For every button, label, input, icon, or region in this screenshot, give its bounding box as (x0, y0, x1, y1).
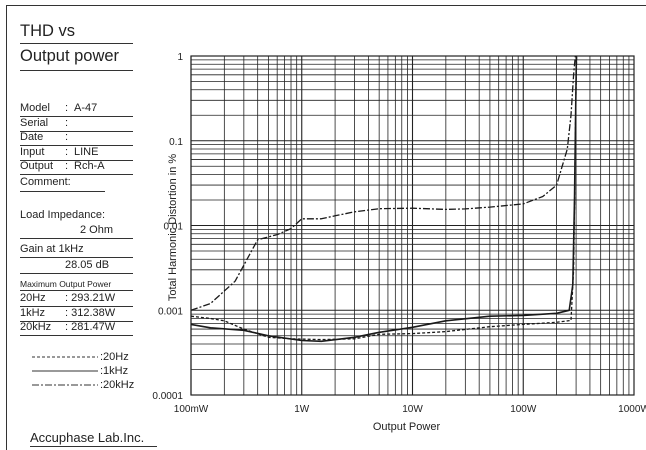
title-underline-2 (20, 70, 133, 71)
field-value: A-47 (74, 102, 98, 114)
field-label: Input (20, 145, 45, 158)
field-label: Date (20, 131, 44, 143)
load-impedance-value: 2 Ohm (80, 224, 114, 236)
max-power-freq: 20Hz (20, 292, 46, 304)
field-value: Rch-A (74, 160, 105, 172)
y-tick-label: 0.1 (169, 137, 183, 148)
field-label: Model (20, 102, 50, 114)
x-tick-label: 1W (294, 404, 310, 415)
gain-underline-2 (20, 273, 133, 274)
title-underline-1 (20, 43, 133, 44)
legend-line-swatch (32, 370, 98, 372)
max-power-value: : 281.47W (65, 321, 116, 333)
max-power-freq: 20kHz (20, 321, 52, 333)
field-row-3: Input: LINE (20, 146, 98, 158)
max-power-freq: 1kHz (20, 306, 46, 319)
gain-label: Gain at 1kHz (20, 243, 84, 255)
max-power-underline (20, 290, 133, 291)
gain-value: 28.05 dB (65, 259, 110, 271)
title-line-2: Output power (20, 47, 120, 65)
legend-line-swatch (32, 384, 98, 386)
y-tick-label: 1 (177, 52, 183, 63)
max-power-value: : 293.21W (65, 292, 116, 304)
title-line-1: THD vs (20, 22, 75, 40)
plot-frame (190, 55, 635, 396)
field-colon: : (65, 102, 69, 114)
field-value: LINE (74, 145, 99, 158)
series-line-1kHz (190, 55, 578, 343)
max-power-value: : 312.38W (65, 306, 116, 319)
spec-sheet-frame (6, 5, 646, 450)
footer-underline (30, 446, 157, 447)
x-tick-label: 1000W (618, 404, 646, 415)
max-power-label: Maximum Output Power (20, 279, 112, 289)
load-impedance-label: Load Impedance: (20, 209, 106, 221)
field-underline (20, 130, 133, 132)
info-panel: THD vs Output power Model: A-47 Serial: Dat… (20, 0, 170, 450)
field-underline (20, 159, 133, 161)
field-row-0: Model: A-47 (20, 102, 97, 114)
x-tick-label: 100W (510, 404, 537, 415)
field-label: Output (20, 160, 54, 172)
legend-label: :20kHz (100, 379, 135, 391)
legend-label: :20Hz (100, 351, 129, 363)
x-axis-label: Output Power (373, 421, 441, 433)
field-underline (20, 116, 133, 117)
field-row-2: Date: (20, 131, 74, 143)
x-tick-label: 100mW (174, 404, 209, 415)
y-axis-label: Total Harmonic Distortion in % (167, 154, 179, 302)
footer-company: Accuphase Lab.Inc. (30, 430, 145, 445)
load-underline (20, 238, 133, 239)
max-power-underline (20, 306, 133, 307)
comment-underline (20, 191, 105, 192)
field-underline (20, 174, 133, 175)
x-tick-label: 10W (402, 404, 423, 415)
y-tick-label: 0.0001 (152, 391, 183, 402)
max-power-underline (20, 320, 133, 322)
legend-line-swatch (32, 356, 98, 358)
series-line-20kHz (190, 55, 576, 311)
field-row-1: Serial: (20, 117, 74, 129)
field-colon: : (65, 160, 69, 172)
field-colon: : (65, 116, 69, 129)
y-tick-label: 0.001 (158, 306, 183, 317)
field-row-4: Output: Rch-A (20, 160, 105, 172)
field-label: Serial (20, 116, 49, 129)
y-tick-label: 0.01 (164, 222, 184, 233)
legend-item-20Hz: :20Hz (20, 351, 140, 363)
series-line-20Hz (190, 55, 578, 341)
legend-label: :1kHz (100, 365, 129, 377)
legend-item-1kHz: :1kHz (20, 365, 140, 377)
max-power-underline (20, 335, 133, 336)
field-colon: : (65, 131, 69, 143)
comment-label: Comment: (20, 176, 71, 188)
field-underline (20, 145, 133, 146)
gain-underline-1 (20, 257, 133, 258)
field-colon: : (65, 145, 69, 158)
legend-item-20kHz: :20kHz (20, 379, 140, 391)
